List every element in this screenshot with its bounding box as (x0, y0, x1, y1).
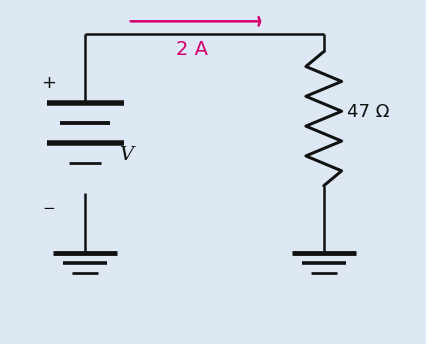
Text: +: + (41, 74, 57, 92)
Text: V: V (118, 146, 133, 164)
Text: −: − (43, 201, 55, 216)
Text: 2 A: 2 A (176, 40, 208, 59)
Text: 47 Ω: 47 Ω (347, 103, 389, 121)
